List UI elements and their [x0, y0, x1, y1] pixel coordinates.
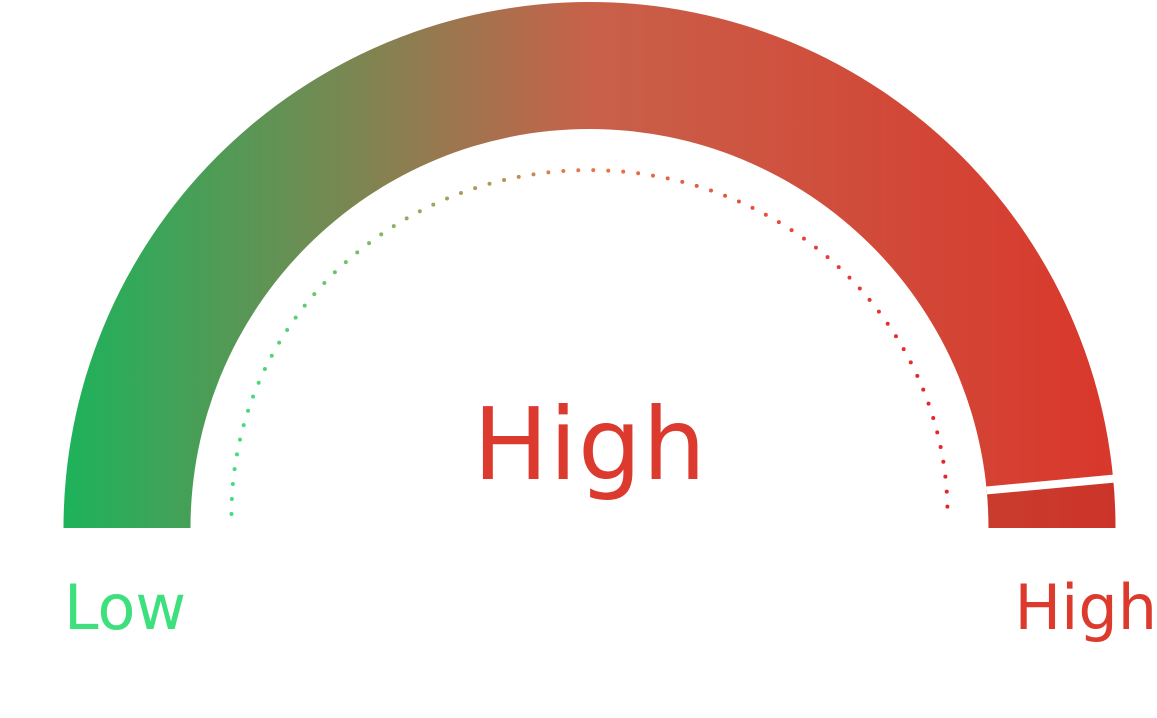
- gauge-value-label: High: [473, 386, 707, 503]
- gauge-min-label: Low: [64, 571, 187, 644]
- gauge-arc: [63, 2, 1116, 529]
- dotted-scale-arc: [229, 168, 950, 516]
- gauge-max-label: High: [1014, 571, 1157, 644]
- gauge-needle: [986, 474, 1116, 495]
